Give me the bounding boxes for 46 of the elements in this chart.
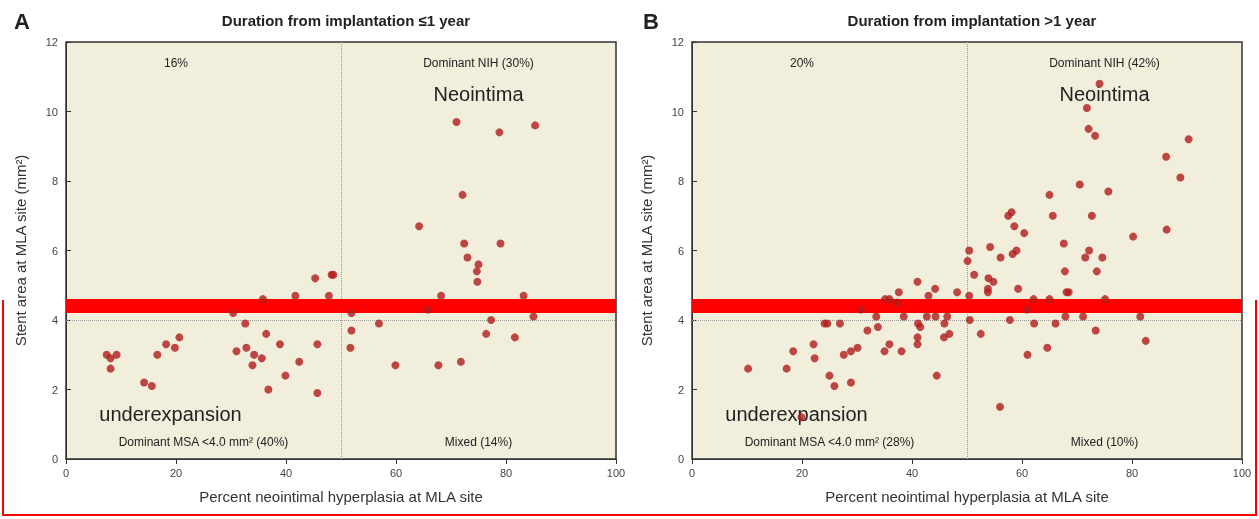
annotation: Dominant MSA <4.0 mm² (28%): [744, 434, 915, 449]
x-tick-label: 80: [499, 466, 513, 479]
y-tick-label: 4: [677, 314, 684, 326]
x-tick-label: 60: [389, 466, 403, 479]
x-tick-label: 20: [795, 466, 809, 479]
annotation: Dominant NIH (42%): [1049, 55, 1160, 70]
y-tick-label: 10: [671, 105, 684, 118]
chart-title: Duration from implantation >1 year: [847, 12, 1097, 29]
text: B: [643, 8, 659, 34]
x-tick-label: 40: [905, 466, 919, 479]
x-tick-label: 0: [62, 466, 70, 479]
y-tick-label: 6: [677, 244, 684, 257]
y-tick-label: 10: [45, 105, 58, 118]
x-tick-label: 100: [1232, 466, 1252, 479]
annotation: Mixed (10%): [1070, 434, 1139, 449]
annotation: Neointima: [1059, 83, 1151, 106]
x-tick-label: 80: [1125, 466, 1139, 479]
y-tick-label: 12: [45, 36, 58, 48]
y-tick-label: 0: [51, 453, 58, 465]
x-tick-label: 40: [279, 466, 293, 479]
x-axis-title: Percent neointimal hyperplasia at MLA site: [199, 488, 483, 505]
x-tick-label: 0: [688, 466, 696, 479]
chart-title: Duration from implantation ≤1 year: [221, 12, 471, 29]
annotation: Mixed (14%): [444, 434, 513, 449]
y-tick-label: 8: [677, 175, 684, 187]
y-tick-label: 6: [51, 244, 58, 257]
y-tick-label: 2: [51, 383, 58, 396]
y-tick-label: 2: [677, 383, 684, 396]
x-tick-label: 20: [169, 466, 183, 479]
y-axis-title: Stent area at MLA site (mm²): [638, 154, 655, 347]
annotation: Dominant MSA <4.0 mm² (40%): [118, 434, 289, 449]
text: A: [14, 8, 30, 34]
annotation: underexpansion: [725, 402, 868, 425]
annotation: underexpansion: [99, 402, 242, 425]
annotation: Dominant NIH (30%): [423, 55, 534, 70]
annotation: 16%: [163, 55, 189, 70]
y-tick-label: 0: [677, 453, 684, 465]
x-tick-label: 60: [1015, 466, 1029, 479]
x-tick-label: 100: [606, 466, 626, 479]
y-tick-label: 4: [51, 314, 58, 326]
y-axis-title: Stent area at MLA site (mm²): [12, 154, 29, 347]
x-axis-title: Percent neointimal hyperplasia at MLA site: [825, 488, 1109, 505]
annotation: Neointima: [433, 83, 525, 106]
y-tick-label: 12: [671, 36, 684, 48]
y-tick-label: 8: [51, 175, 58, 187]
annotation: 20%: [789, 55, 815, 70]
